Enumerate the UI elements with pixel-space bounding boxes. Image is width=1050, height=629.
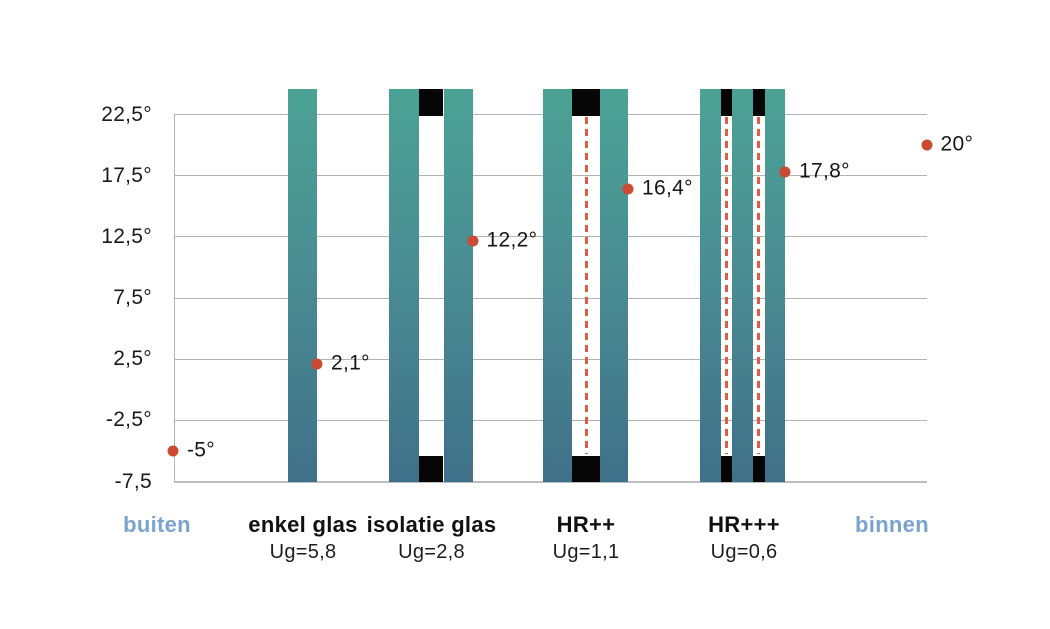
y-tick-label: -2,5°	[105, 408, 152, 432]
category-label: HR++	[556, 512, 616, 537]
category-label: isolatie glas	[366, 512, 497, 537]
data-point-label: 16,4°	[642, 176, 693, 200]
data-point-label: 17,8°	[799, 159, 850, 183]
category-sublabel: Ug=1,1	[552, 541, 620, 563]
spacer-bottom	[720, 455, 733, 482]
y-tick-label: 7,5°	[113, 286, 152, 309]
category-label: buiten	[123, 512, 191, 537]
y-tick-label: 22,5°	[101, 102, 152, 126]
category-sublabel: Ug=0,6	[710, 541, 778, 563]
data-point	[311, 358, 323, 370]
data-point-label: 2,1°	[331, 351, 370, 375]
y-tick-label: 17,5°	[101, 163, 152, 187]
category-label: HR+++	[708, 512, 780, 537]
glass-pane	[700, 89, 721, 482]
spacer-top	[720, 89, 733, 116]
category-sublabel: Ug=2,8	[398, 541, 465, 563]
glass-pane	[443, 89, 474, 482]
category-label: binnen	[855, 512, 929, 537]
spacer-top	[418, 89, 444, 116]
data-point	[467, 235, 478, 246]
spacer-bottom	[418, 455, 444, 482]
category-sublabel: Ug=5,8	[269, 541, 337, 563]
data-point-label: 20°	[940, 132, 974, 156]
category-label: enkel glas	[248, 512, 358, 537]
glass-pane	[732, 89, 753, 482]
y-tick-label: -7,5	[114, 469, 152, 493]
data-point	[921, 139, 932, 151]
data-point-label: 12,2°	[486, 228, 538, 252]
gas-coating-dash-line	[584, 116, 588, 454]
glass-pane	[543, 89, 572, 482]
glass-pane	[389, 89, 419, 482]
glass-pane	[287, 89, 317, 482]
glass-pane	[764, 89, 785, 482]
spacer-bottom	[572, 455, 600, 482]
y-tick-label: 12,5°	[101, 224, 152, 248]
y-axis-line	[173, 114, 175, 482]
data-point	[167, 445, 179, 457]
gas-coating-dash-line	[724, 116, 728, 454]
spacer-bottom	[752, 455, 765, 482]
y-tick-label: 2,5°	[113, 347, 152, 371]
gas-coating-dash-line	[757, 116, 761, 454]
gridline	[174, 481, 927, 483]
data-point-label: -5°	[187, 438, 215, 462]
data-point	[622, 183, 634, 195]
data-point	[779, 166, 791, 178]
spacer-top	[752, 89, 765, 116]
spacer-top	[572, 89, 600, 116]
glass-pane	[600, 89, 628, 482]
